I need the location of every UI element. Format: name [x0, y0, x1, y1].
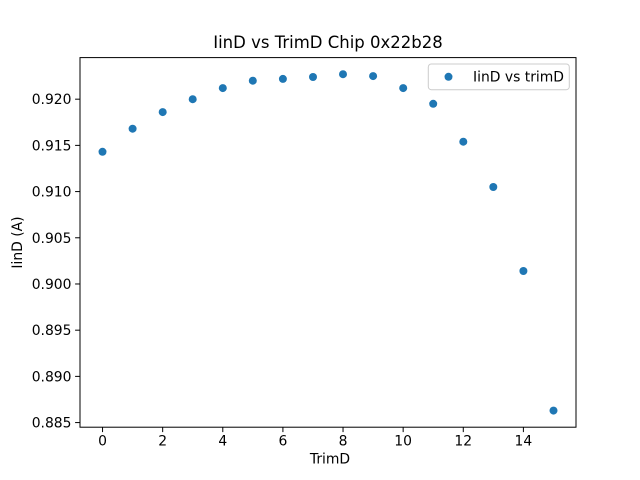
- data-point: [188, 95, 197, 104]
- data-points: [98, 70, 558, 415]
- y-tick-label: 0.885: [32, 416, 72, 432]
- data-point: [248, 76, 257, 85]
- legend: IinD vs trimD: [427, 63, 570, 91]
- data-point: [429, 99, 438, 108]
- data-point: [369, 72, 378, 81]
- plot-area: [79, 57, 577, 428]
- chart-title: IinD vs TrimD Chip 0x22b28: [213, 33, 443, 52]
- x-tick-label: 0: [98, 433, 107, 449]
- data-point: [278, 74, 287, 83]
- y-tick-label: 0.920: [32, 92, 72, 108]
- y-tick-label: 0.900: [32, 277, 72, 293]
- legend-marker-icon: [444, 72, 453, 81]
- data-point: [98, 147, 107, 156]
- y-axis-ticks: 0.885 0.890 0.895 0.900 0.905 0.910 0.915 0.920: [32, 92, 80, 432]
- y-tick-label: 0.910: [32, 185, 72, 201]
- x-tick-label: 10: [394, 433, 412, 449]
- x-axis-ticks: 0 2 4 6 8 10 12 14: [98, 427, 532, 449]
- x-tick-label: 12: [454, 433, 472, 449]
- y-tick-label: 0.905: [32, 231, 72, 247]
- x-axis-label: TrimD: [309, 452, 350, 468]
- y-tick-label: 0.895: [32, 323, 72, 339]
- y-tick-label: 0.915: [32, 138, 72, 154]
- data-point: [549, 406, 558, 415]
- data-point: [158, 108, 167, 117]
- data-point: [309, 73, 317, 81]
- y-axis-label: IinD (A): [10, 216, 26, 268]
- data-point: [399, 84, 408, 93]
- x-tick-label: 8: [339, 433, 348, 449]
- x-tick-label: 4: [218, 433, 227, 449]
- data-point: [459, 137, 468, 146]
- x-tick-label: 2: [158, 433, 167, 449]
- legend-label: IinD vs trimD: [473, 70, 564, 86]
- data-point: [218, 84, 227, 93]
- x-tick-label: 6: [278, 433, 287, 449]
- legend-box: [427, 63, 570, 91]
- data-point: [489, 183, 498, 191]
- y-tick-label: 0.890: [32, 369, 72, 385]
- data-point: [519, 267, 528, 275]
- data-point: [128, 124, 137, 133]
- data-point: [339, 70, 347, 79]
- x-tick-label: 14: [515, 433, 533, 449]
